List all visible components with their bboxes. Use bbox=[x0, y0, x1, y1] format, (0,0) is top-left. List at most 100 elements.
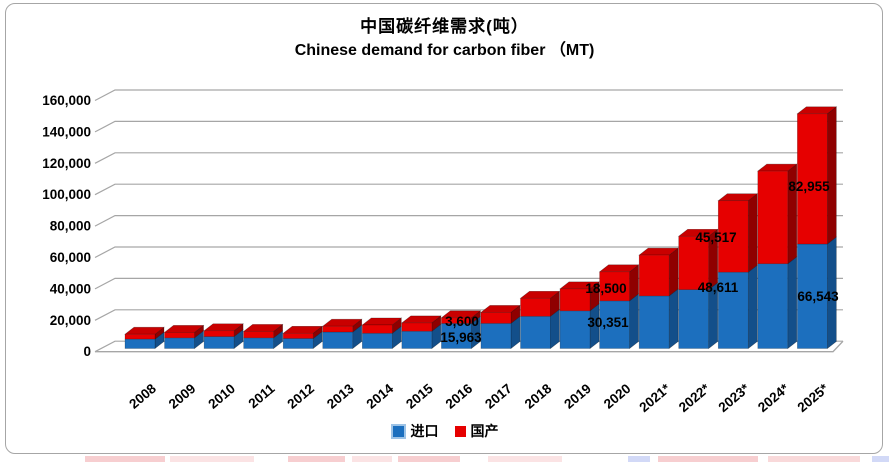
bar-2020-import-side bbox=[629, 293, 639, 350]
y-axis-tick-label: 120,000 bbox=[42, 156, 91, 171]
x-axis-label-2024*: 2024* bbox=[755, 380, 792, 415]
data-label-2016-国产: 3,600 bbox=[445, 314, 479, 329]
gridline bbox=[94, 246, 843, 259]
y-axis-tick-label: 100,000 bbox=[42, 187, 91, 202]
x-axis-label-2015: 2015 bbox=[403, 381, 436, 412]
gridline bbox=[94, 89, 843, 102]
x-axis-label-2014: 2014 bbox=[364, 381, 397, 412]
legend-label-domestic: 国产 bbox=[470, 423, 499, 439]
cropped-content-block bbox=[872, 456, 889, 462]
bar-2015-import-segment bbox=[401, 330, 433, 349]
cropped-content-block bbox=[488, 456, 562, 462]
x-axis-label-2021*: 2021* bbox=[636, 380, 673, 415]
legend-label-import: 进口 bbox=[410, 423, 439, 439]
bar-2013-import-segment bbox=[322, 331, 354, 349]
bar-2023*-domestic-segment bbox=[717, 200, 749, 273]
domestic-swatch-icon bbox=[454, 425, 466, 437]
cropped-content-block bbox=[768, 456, 860, 462]
x-axis-label-2011: 2011 bbox=[245, 380, 277, 411]
bar-2021*-import-side bbox=[668, 288, 679, 350]
bar-2020-domestic-segment bbox=[599, 271, 630, 302]
bar-2008-domestic-segment bbox=[124, 333, 156, 340]
bar-2012-domestic-segment bbox=[282, 332, 314, 339]
chart-legend: 进口 国产 bbox=[0, 422, 889, 440]
y-axis-tick-label: 40,000 bbox=[50, 281, 91, 296]
bar-2021*-domestic-segment bbox=[638, 254, 670, 297]
bar-2010-domestic-segment bbox=[203, 330, 235, 337]
cropped-content-block bbox=[170, 456, 254, 462]
y-axis-tick-label: 140,000 bbox=[42, 124, 91, 139]
bar-2025*-import-segment bbox=[797, 243, 828, 349]
x-axis-label-2016: 2016 bbox=[443, 381, 476, 412]
bar-2019-import-segment bbox=[559, 310, 591, 349]
bar-2019-domestic-segment bbox=[559, 288, 591, 312]
legend-item-import[interactable]: 进口 bbox=[390, 421, 439, 441]
x-axis-label-2012: 2012 bbox=[284, 381, 317, 412]
bar-2014-import-segment bbox=[361, 332, 393, 349]
bar-2023*-domestic-side bbox=[747, 193, 758, 273]
gridline bbox=[94, 215, 843, 227]
chart-title-en: Chinese demand for carbon fiber （MT) bbox=[294, 42, 595, 59]
data-label-2020-国产: 18,500 bbox=[585, 281, 626, 296]
cropped-content-block bbox=[85, 456, 165, 462]
gridline bbox=[94, 120, 843, 133]
bar-2011-domestic-segment bbox=[243, 331, 274, 339]
y-axis-tick-label: 0 bbox=[83, 344, 91, 359]
y-axis-tick-label: 80,000 bbox=[50, 219, 91, 234]
bar-2017-domestic-segment bbox=[480, 312, 512, 324]
bar-2025*-domestic-side bbox=[827, 106, 837, 245]
x-axis-label-2008: 2008 bbox=[126, 381, 159, 412]
bar-2014-domestic-segment bbox=[361, 324, 393, 334]
bar-2018-import-segment bbox=[520, 316, 551, 349]
import-swatch-icon bbox=[390, 423, 406, 439]
chart-title-zh: 中国碳纤维需求(吨） bbox=[360, 17, 529, 36]
x-axis-label-2010: 2010 bbox=[205, 381, 238, 412]
x-axis-label-2022*: 2022* bbox=[676, 380, 713, 415]
x-axis-label-2009: 2009 bbox=[166, 381, 199, 412]
cropped-content-block bbox=[658, 456, 758, 462]
legend-item-domestic[interactable]: 国产 bbox=[454, 421, 499, 441]
bar-2009-import-segment bbox=[164, 337, 195, 349]
bar-2012-import-segment bbox=[282, 338, 314, 349]
bar-2008-import-segment bbox=[124, 338, 156, 349]
y-axis-tick-label: 60,000 bbox=[50, 250, 91, 265]
bar-2025*-domestic-segment bbox=[797, 113, 828, 245]
x-axis-label-2018: 2018 bbox=[522, 381, 555, 412]
bar-2024*-import-segment bbox=[757, 263, 789, 349]
bar-2021*-domestic-side bbox=[668, 247, 679, 297]
y-axis-tick-label: 20,000 bbox=[50, 313, 91, 328]
y-axis-tick-label: 160,000 bbox=[42, 93, 91, 108]
cropped-content-block bbox=[398, 456, 460, 462]
x-axis-label-2020: 2020 bbox=[601, 381, 634, 412]
bar-2009-domestic-segment bbox=[164, 332, 195, 339]
cropped-content-block bbox=[628, 456, 650, 462]
floor-edge bbox=[95, 340, 844, 353]
cropped-content-block bbox=[352, 456, 392, 462]
bar-2023*-import-side bbox=[747, 264, 758, 350]
bar-2020-import-segment bbox=[599, 300, 630, 349]
data-label-2016-进口: 15,963 bbox=[440, 330, 482, 345]
cropped-next-row-strip bbox=[0, 456, 889, 462]
data-label-2020-进口: 30,351 bbox=[587, 315, 629, 330]
x-axis-label-2023*: 2023* bbox=[715, 380, 752, 415]
data-label-2025*-进口: 66,543 bbox=[797, 289, 839, 304]
x-axis-label-2019: 2019 bbox=[561, 381, 594, 412]
bar-2015-domestic-segment bbox=[401, 322, 433, 332]
bar-2017-import-segment bbox=[480, 323, 512, 349]
bar-2024*-domestic-segment bbox=[757, 170, 789, 265]
bar-2022*-domestic-segment bbox=[678, 235, 710, 290]
bar-2018-domestic-segment bbox=[520, 297, 551, 317]
bar-2011-import-segment bbox=[243, 337, 274, 349]
gridline bbox=[94, 183, 843, 196]
x-axis-label-2025*: 2025* bbox=[795, 380, 832, 415]
bar-2024*-import-side bbox=[787, 256, 798, 350]
bar-2021*-import-segment bbox=[638, 295, 670, 349]
bar-2023*-import-segment bbox=[717, 271, 749, 349]
data-label-2023*-国产: 45,517 bbox=[695, 230, 736, 245]
bar-2013-domestic-segment bbox=[322, 325, 354, 333]
bar-2016-domestic-segment bbox=[441, 317, 472, 324]
cropped-content-block bbox=[288, 456, 345, 462]
x-axis-label-2013: 2013 bbox=[324, 381, 357, 412]
